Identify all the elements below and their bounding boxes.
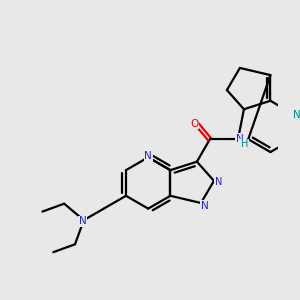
Text: N: N: [201, 201, 208, 211]
Text: H: H: [241, 139, 248, 149]
Text: N: N: [144, 152, 152, 161]
Text: O: O: [191, 119, 199, 129]
Text: N: N: [79, 216, 87, 226]
Text: N: N: [293, 110, 300, 119]
Text: N: N: [236, 134, 244, 143]
Text: N: N: [215, 177, 222, 187]
